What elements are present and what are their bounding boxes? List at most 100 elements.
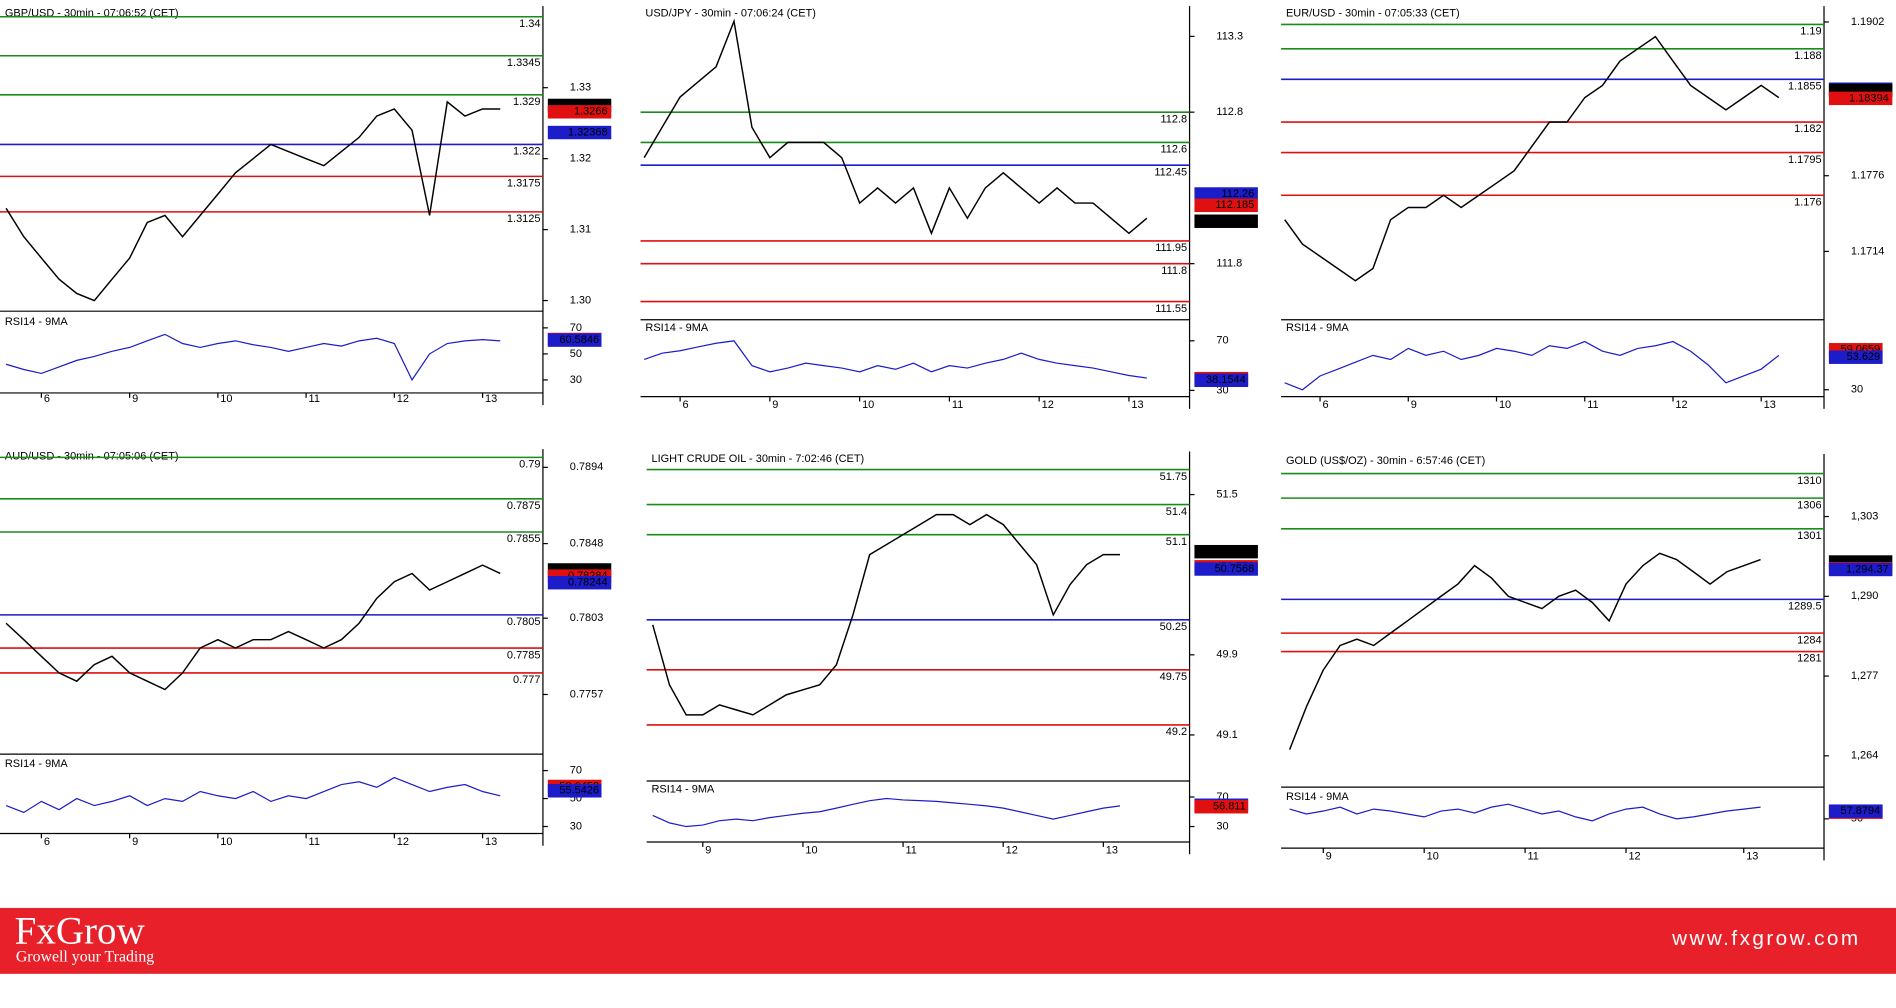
price-label: 1.18394: [1849, 92, 1889, 104]
level-label: 51.1: [1166, 536, 1187, 548]
x-tick-label: 11: [309, 393, 320, 405]
level-label: 1301: [1797, 530, 1821, 542]
price-label-box: [1194, 198, 1258, 213]
rsi-tick-label: 30: [1851, 384, 1863, 396]
level-label: 112.6: [1160, 144, 1187, 156]
level-label: 49.75: [1160, 671, 1187, 683]
level-label: 1.19: [1800, 26, 1821, 38]
y-tick-label: 1.31: [570, 223, 591, 235]
level-label: 112.8: [1160, 113, 1187, 125]
x-tick-label: 12: [1628, 851, 1640, 863]
level-label: 0.7805: [507, 616, 541, 628]
x-tick-label: 11: [952, 399, 963, 411]
y-tick-label: 49.1: [1216, 729, 1237, 741]
price-label-box: [1194, 187, 1258, 201]
rsi-label: 56.811: [1213, 801, 1246, 813]
rsi-label: 55.5426: [559, 785, 599, 797]
price-label-box: [1828, 562, 1893, 577]
level-label: 1.188: [1794, 50, 1821, 62]
rsi-line: [5, 776, 501, 814]
level-label: 1.1795: [1788, 154, 1822, 166]
x-tick-label: 9: [1326, 851, 1332, 863]
level-label: 51.4: [1166, 506, 1187, 518]
rsi-line: [1289, 803, 1761, 822]
rsi-tick-label: 30: [570, 374, 582, 386]
y-tick-label: 0.7848: [570, 538, 604, 550]
x-tick-label: 10: [1427, 851, 1439, 863]
x-tick-label: 9: [1411, 399, 1417, 411]
level-label: 0.7875: [507, 500, 541, 512]
level-label: 1.182: [1794, 123, 1821, 135]
price-label: 50.7568: [1215, 563, 1255, 575]
x-tick-label: 6: [44, 393, 50, 405]
x-tick-label: 10: [862, 399, 874, 411]
y-tick-label: 113.3: [1216, 30, 1243, 42]
x-tick-label: 12: [1042, 399, 1054, 411]
price-label: 112.26: [1222, 188, 1255, 200]
x-tick-label: 6: [1322, 399, 1328, 411]
x-tick-label: 13: [485, 393, 497, 405]
rsi-tick-label: 70: [570, 322, 582, 334]
level-label: 1.329: [513, 96, 540, 108]
price-label-box: [547, 576, 612, 590]
x-tick-label: 9: [132, 836, 138, 848]
x-tick-label: 12: [397, 393, 409, 405]
level-label: 49.2: [1166, 726, 1187, 738]
rsi-tick-label: 50: [570, 348, 582, 360]
rsi-line: [1284, 340, 1780, 391]
rsi-line: [652, 797, 1121, 828]
x-tick-label: 13: [1131, 399, 1143, 411]
level-label: 0.7855: [507, 533, 541, 545]
price-line: [5, 100, 501, 302]
tagline: Growell your Trading: [16, 949, 154, 966]
level-label: 50.25: [1160, 621, 1187, 633]
level-label: 112.45: [1154, 166, 1187, 178]
url: www.fxgrow.com: [1671, 927, 1861, 950]
level-label: 1.1855: [1788, 81, 1822, 93]
price-label-box: [1194, 562, 1258, 576]
y-tick-label: 1.32: [570, 153, 591, 165]
price-line: [1284, 35, 1780, 282]
x-tick-label: 9: [772, 399, 778, 411]
y-tick-label: 1.33: [570, 82, 591, 94]
x-tick-label: 10: [220, 393, 232, 405]
y-tick-label: 1,264: [1851, 750, 1878, 762]
y-tick-label: 111.8: [1216, 258, 1242, 270]
chart-title: LIGHT CRUDE OIL - 30min - 7:02:46 (CET): [652, 453, 865, 465]
rsi-tick-label: 30: [1216, 384, 1228, 396]
y-tick-label: 1.1776: [1851, 170, 1885, 182]
x-tick-label: 10: [220, 836, 232, 848]
x-tick-label: 10: [805, 844, 817, 856]
brand: FxGrow: [15, 910, 146, 953]
footer-band: [0, 907, 1896, 974]
x-tick-label: 11: [309, 836, 320, 848]
x-tick-label: 13: [485, 836, 497, 848]
x-tick-label: 10: [1499, 399, 1511, 411]
rsi-title: RSI14 - 9MA: [5, 758, 68, 770]
level-label: 51.75: [1160, 471, 1187, 483]
price-label: 1.3266: [574, 106, 608, 118]
price-line: [1288, 552, 1761, 750]
rsi-label: 53.629: [1847, 351, 1881, 363]
rsi-tick-label: 70: [570, 764, 582, 776]
rsi-line: [644, 340, 1147, 379]
rsi-label-box: [1194, 800, 1249, 814]
price-label-box: [1194, 544, 1258, 559]
chart-title: GOLD (US$/OZ) - 30min - 6:57:46 (CET): [1286, 455, 1485, 467]
x-tick-label: 11: [906, 844, 917, 856]
y-tick-label: 0.7894: [570, 461, 604, 473]
x-tick-label: 12: [1006, 844, 1018, 856]
price-label: 0.78244: [568, 577, 608, 589]
y-tick-label: 0.7803: [570, 612, 604, 624]
level-label: 0.777: [513, 674, 540, 686]
y-tick-label: 0.7757: [570, 688, 604, 700]
y-tick-label: 1,303: [1851, 510, 1878, 522]
y-tick-label: 1.1714: [1851, 245, 1885, 257]
x-tick-label: 12: [397, 836, 409, 848]
rsi-title: RSI14 - 9MA: [5, 316, 68, 328]
price-label-box: [1194, 214, 1258, 228]
level-label: 111.55: [1155, 303, 1187, 315]
level-label: 1289.5: [1788, 601, 1822, 613]
